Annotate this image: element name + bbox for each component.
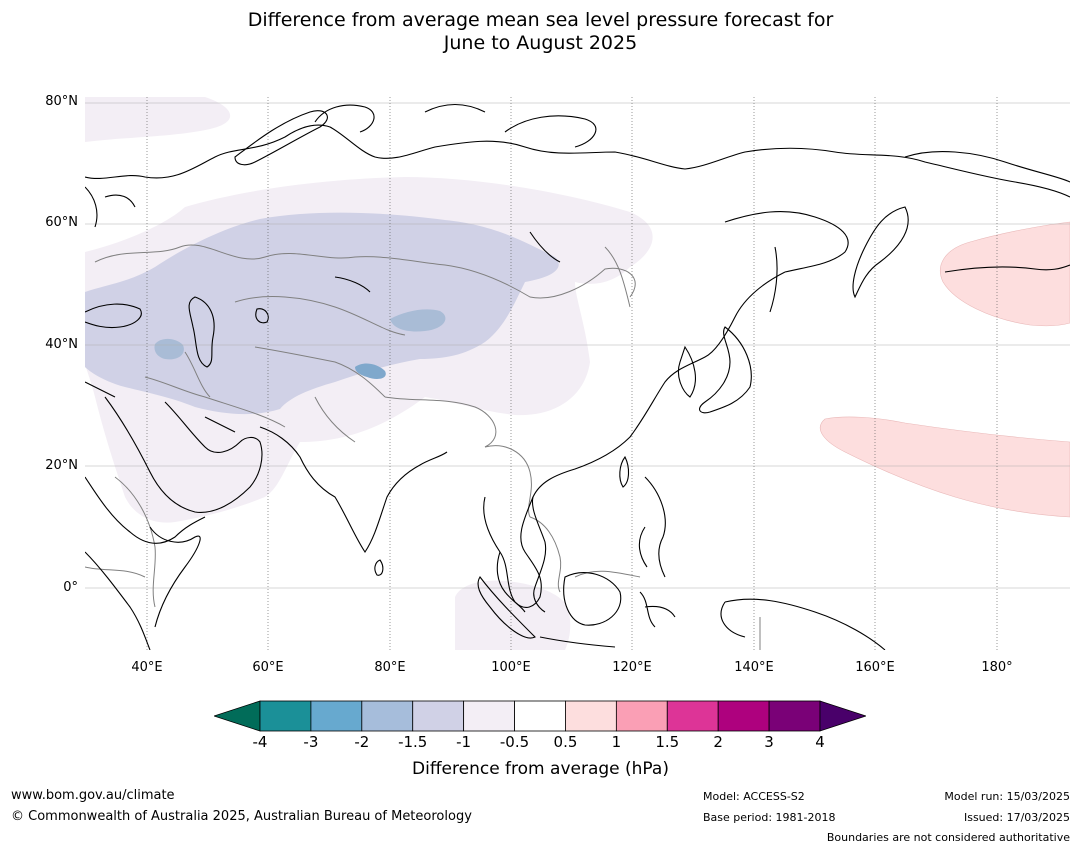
indochina: [483, 496, 542, 608]
caucasus-blue-patch: [154, 338, 184, 360]
colorbar-cell: [717, 700, 770, 732]
japan: [699, 326, 752, 414]
bom-url[interactable]: www.bom.gov.au/climate: [11, 788, 175, 803]
lat-label-20n: 20°N: [45, 458, 78, 473]
colorbar-tick-label: 1: [611, 733, 622, 751]
korea: [677, 345, 696, 398]
scandinavia: [85, 186, 136, 228]
latitude-gridlines: [85, 102, 1070, 589]
lon-label-40e: 40°E: [131, 660, 163, 675]
colorbar-cell: [412, 700, 465, 732]
colorbar-tick-label: -0.5: [499, 733, 530, 751]
taymyr: [504, 115, 597, 148]
lon-label-80e: 80°E: [374, 660, 406, 675]
aleutians: [944, 264, 1070, 273]
taiwan: [619, 455, 630, 488]
colorbar-cell: [310, 700, 363, 732]
east-africa: [149, 526, 201, 628]
title-line-1: Difference from average mean sea level p…: [247, 9, 834, 31]
colorbar-cell: [463, 700, 515, 732]
sri-lanka: [374, 559, 384, 576]
colorbar-extend-low: [214, 700, 261, 732]
colorbar-cell: [361, 700, 414, 732]
lat-label-60n: 60°N: [45, 215, 78, 230]
issued-date: Issued: 17/03/2025: [963, 811, 1070, 824]
lon-label-60e: 60°E: [252, 660, 284, 675]
tarim-blue-patch: [390, 309, 446, 332]
colorbar-cell: [514, 700, 566, 732]
lon-label-160e: 160°E: [855, 660, 895, 675]
coastlines: [85, 104, 1070, 650]
caspian-sea: [188, 296, 215, 368]
colorbar-tick-label: 2: [713, 733, 723, 751]
colorbar-tick-label: -3: [303, 733, 319, 751]
lat-label-40n: 40°N: [45, 337, 78, 352]
red-sea-africa: [85, 476, 206, 650]
lon-label-120e: 120°E: [612, 660, 652, 675]
central-asia-low-anomaly: [85, 212, 559, 415]
colorbar-extend-high: [819, 700, 866, 732]
colorbar-tick-label: -2: [354, 733, 370, 751]
lon-label-180: 180°: [981, 660, 1013, 675]
lon-label-140e: 140°E: [734, 660, 774, 675]
colorbar-cell: [259, 700, 312, 732]
longitude-gridlines: [146, 97, 998, 650]
sakhalin: [769, 246, 778, 313]
arctic-coast: [85, 124, 1070, 198]
novaya-zemlya: [234, 110, 328, 166]
new-guinea: [720, 598, 886, 650]
sumatra: [477, 576, 536, 639]
okhotsk-coast: [724, 211, 849, 273]
lon-label-100e: 100°E: [491, 660, 531, 675]
forecast-map: [85, 97, 1070, 650]
north-pacific-high-anomaly: [940, 221, 1070, 327]
colorbar-cell: [615, 700, 668, 732]
copyright-notice: © Commonwealth of Australia 2025, Austra…: [11, 809, 472, 824]
java: [539, 636, 616, 648]
kara-coast: [314, 104, 486, 133]
colorbar-tick-label: 1.5: [655, 733, 680, 751]
anomaly-shading: [85, 97, 1070, 650]
chukotka: [904, 151, 1070, 183]
colorbar: [214, 700, 866, 732]
philippines: [638, 476, 666, 578]
malay-peninsula: [496, 551, 526, 613]
colorbar-tick-label: -4: [252, 733, 268, 751]
balkhash: [334, 276, 371, 293]
persian-gulf: [204, 416, 236, 433]
east-asia-coast: [531, 271, 786, 613]
lat-label-80n: 80°N: [45, 94, 78, 109]
country-borders: [85, 244, 761, 650]
sulawesi: [639, 591, 676, 628]
western-pacific-high-anomaly: [819, 416, 1070, 518]
colorbar-cell: [565, 700, 617, 732]
colorbar-tick-label: -1.5: [398, 733, 428, 751]
colorbar-tick-label: -1: [456, 733, 472, 751]
arabian-peninsula: [104, 396, 263, 513]
colorbar-cell: [666, 700, 719, 732]
baikal: [529, 231, 561, 263]
aral-sea: [255, 308, 269, 324]
himalaya-blue-patch: [355, 363, 386, 379]
borneo: [563, 572, 622, 626]
colorbar-tick-label: 0.5: [553, 733, 578, 751]
colorbar-tick-label: 3: [764, 733, 774, 751]
india: [259, 426, 448, 553]
lat-label-0: 0°: [63, 580, 78, 595]
title-line-2: June to August 2025: [443, 32, 638, 54]
model-name: Model: ACCESS-S2: [703, 790, 805, 803]
mediterranean: [85, 381, 116, 398]
model-run-date: Model run: 15/03/2025: [944, 790, 1070, 803]
colorbar-tick-label: 4: [815, 733, 825, 751]
boundaries-disclaimer: Boundaries are not considered authoritat…: [826, 831, 1070, 844]
black-sea: [85, 303, 142, 329]
colorbar-label: Difference from average (hPa): [412, 759, 669, 779]
colorbar-cell: [768, 700, 821, 732]
chart-title: Difference from average mean sea level p…: [0, 9, 1081, 55]
base-period: Base period: 1981-2018: [703, 811, 836, 824]
kamchatka: [852, 206, 909, 299]
